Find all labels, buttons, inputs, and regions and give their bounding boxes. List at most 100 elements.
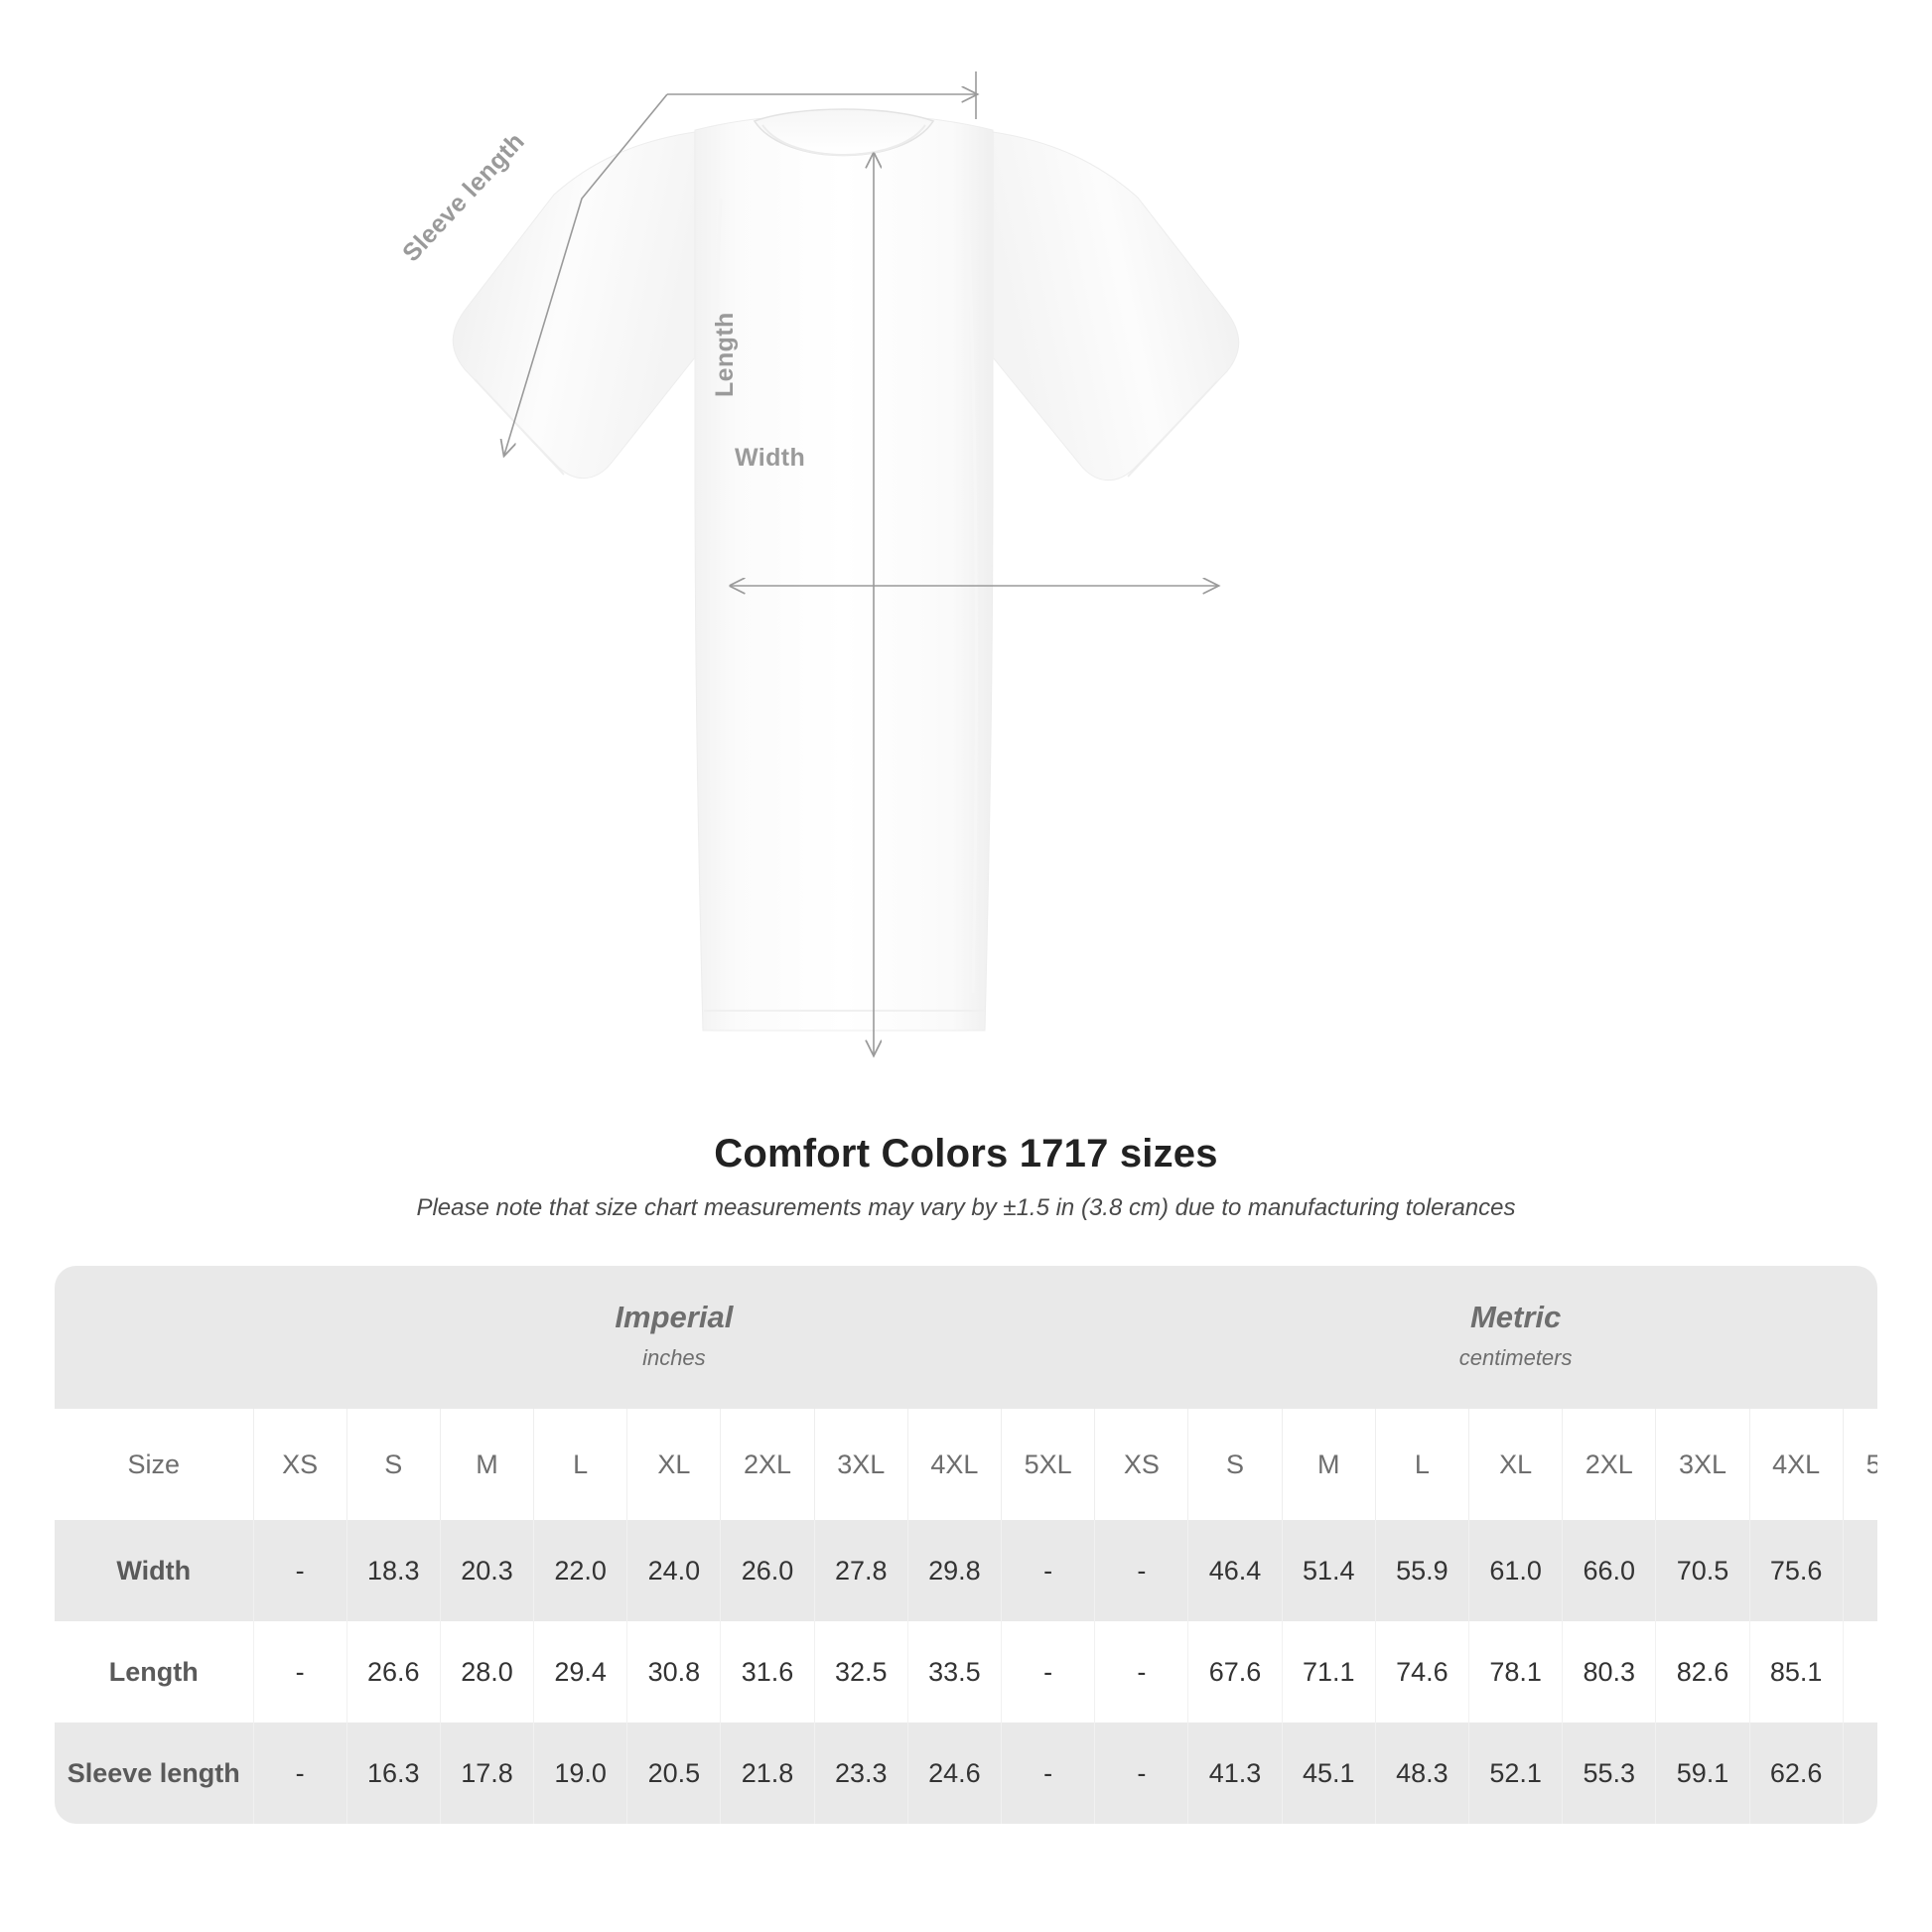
cell-sleeve-length-imperial-xl: 20.5 bbox=[626, 1723, 721, 1824]
cell-width-metric-3xl: 70.5 bbox=[1655, 1520, 1750, 1621]
sleeve-length-line bbox=[504, 93, 668, 455]
cell-sleeve-length-imperial-5xl: - bbox=[1000, 1723, 1095, 1824]
cell-width-metric-m: 51.4 bbox=[1281, 1520, 1376, 1621]
tshirt-illustration bbox=[452, 71, 1240, 1112]
cell-width-imperial-l: 22.0 bbox=[533, 1520, 627, 1621]
cell-width-metric-5xl: - bbox=[1842, 1520, 1877, 1621]
cell-length-metric-5xl: - bbox=[1842, 1621, 1877, 1723]
right-cuff bbox=[1127, 380, 1218, 478]
size-header-imperial-xs: XS bbox=[252, 1409, 347, 1520]
cell-width-imperial-3xl: 27.8 bbox=[813, 1520, 908, 1621]
size-header-metric-l: L bbox=[1374, 1409, 1469, 1520]
cell-length-imperial-5xl: - bbox=[1000, 1621, 1095, 1723]
length-dimension-label: Length bbox=[711, 312, 739, 397]
cell-length-metric-xs: - bbox=[1094, 1621, 1188, 1723]
table-row: Sleeve length -16.3 17.8 19.0 20.5 21.8 23.3 24… bbox=[55, 1723, 1877, 1824]
unit-system-unit: centimeters bbox=[1458, 1345, 1573, 1370]
cell-width-imperial-s: 18.3 bbox=[345, 1520, 441, 1621]
cell-length-imperial-4xl: 33.5 bbox=[906, 1621, 1002, 1723]
fold-left bbox=[710, 198, 723, 994]
cell-length-imperial-l: 29.4 bbox=[533, 1621, 627, 1723]
cell-width-imperial-4xl: 29.8 bbox=[906, 1520, 1002, 1621]
size-header-imperial-s: S bbox=[345, 1409, 441, 1520]
page-title: Comfort Colors 1717 sizes bbox=[714, 1132, 1218, 1175]
right-sleeve bbox=[992, 131, 1240, 482]
size-header-row: Size XS S M L XL 2XL 3XL 4XL 5XL XS S M L XL 2XL 3XL 4XL 5… bbox=[55, 1409, 1877, 1520]
left-cuff bbox=[474, 378, 565, 476]
size-header-metric-4xl: 4XL bbox=[1748, 1409, 1844, 1520]
cell-length-imperial-xs: - bbox=[252, 1621, 347, 1723]
cell-sleeve-length-imperial-s: 16.3 bbox=[345, 1723, 441, 1824]
cell-width-metric-2xl: 66.0 bbox=[1562, 1520, 1656, 1621]
size-header-metric-3xl: 3XL bbox=[1655, 1409, 1750, 1520]
cell-width-metric-s: 46.4 bbox=[1187, 1520, 1283, 1621]
cell-width-imperial-2xl: 26.0 bbox=[720, 1520, 815, 1621]
measure-label-width: Width bbox=[55, 1520, 253, 1621]
cell-width-metric-xs: - bbox=[1094, 1520, 1188, 1621]
unit-system-header-metric: Metric centimeters bbox=[1094, 1266, 1877, 1409]
cell-length-metric-3xl: 82.6 bbox=[1655, 1621, 1750, 1723]
cell-length-imperial-xl: 30.8 bbox=[626, 1621, 721, 1723]
size-chart-table: Imperial inches Metric centimeters Size XS S M L… bbox=[55, 1266, 1877, 1824]
size-header-metric-xs: XS bbox=[1094, 1409, 1188, 1520]
measure-label-length: Length bbox=[55, 1621, 253, 1723]
size-column-label: Size bbox=[55, 1409, 253, 1520]
cell-width-imperial-5xl: - bbox=[1000, 1520, 1095, 1621]
size-header-imperial-l: L bbox=[533, 1409, 627, 1520]
size-header-metric-m: M bbox=[1281, 1409, 1376, 1520]
cell-width-imperial-m: 20.3 bbox=[439, 1520, 534, 1621]
fold-right bbox=[965, 198, 978, 994]
cell-width-imperial-xs: - bbox=[252, 1520, 347, 1621]
cell-sleeve-length-metric-s: 41.3 bbox=[1187, 1723, 1283, 1824]
cell-length-metric-m: 71.1 bbox=[1281, 1621, 1376, 1723]
unit-system-name: Metric bbox=[1469, 1300, 1562, 1334]
tolerance-note: Please note that size chart measurements… bbox=[416, 1194, 1516, 1221]
cell-sleeve-length-metric-xl: 52.1 bbox=[1467, 1723, 1563, 1824]
cell-width-imperial-xl: 24.0 bbox=[626, 1520, 721, 1621]
cell-length-imperial-s: 26.6 bbox=[345, 1621, 441, 1723]
collar-inner bbox=[761, 124, 926, 156]
size-header-imperial-5xl: 5XL bbox=[1000, 1409, 1095, 1520]
cell-width-metric-xl: 61.0 bbox=[1467, 1520, 1563, 1621]
cell-sleeve-length-imperial-3xl: 23.3 bbox=[813, 1723, 908, 1824]
measurement-lines bbox=[504, 71, 1217, 1054]
size-header-metric-xl: XL bbox=[1467, 1409, 1563, 1520]
cell-length-imperial-m: 28.0 bbox=[439, 1621, 534, 1723]
table-row: Length -26.6 28.0 29.4 30.8 31.6 32.5 33.5- -67.… bbox=[55, 1621, 1877, 1723]
cell-length-metric-l: 74.6 bbox=[1374, 1621, 1469, 1723]
garment-diagram: Sleeve length Length Width bbox=[397, 71, 1240, 1112]
tshirt-body bbox=[694, 113, 994, 1032]
cell-width-metric-4xl: 75.6 bbox=[1748, 1520, 1844, 1621]
size-header-imperial-3xl: 3XL bbox=[813, 1409, 908, 1520]
cell-length-metric-2xl: 80.3 bbox=[1562, 1621, 1656, 1723]
unit-system-band-row: Imperial inches Metric centimeters bbox=[55, 1266, 1877, 1409]
title-block: Comfort Colors 1717 sizes Please note th… bbox=[0, 1132, 1932, 1222]
cell-sleeve-length-imperial-2xl: 21.8 bbox=[720, 1723, 815, 1824]
width-dimension-label: Width bbox=[735, 444, 806, 472]
cell-sleeve-length-metric-m: 45.1 bbox=[1281, 1723, 1376, 1824]
size-header-metric-5xl: 5XL bbox=[1842, 1409, 1877, 1520]
size-header-metric-2xl: 2XL bbox=[1562, 1409, 1656, 1520]
cell-sleeve-length-metric-2xl: 55.3 bbox=[1562, 1723, 1656, 1824]
unit-system-name: Imperial bbox=[615, 1300, 734, 1334]
measure-label-sleeve-length: Sleeve length bbox=[55, 1723, 253, 1824]
cell-length-imperial-3xl: 32.5 bbox=[813, 1621, 908, 1723]
cell-sleeve-length-metric-4xl: 62.6 bbox=[1748, 1723, 1844, 1824]
cell-sleeve-length-metric-xs: - bbox=[1094, 1723, 1188, 1824]
cell-sleeve-length-imperial-l: 19.0 bbox=[533, 1723, 627, 1824]
unit-band-spacer bbox=[55, 1266, 253, 1409]
cell-sleeve-length-metric-3xl: 59.1 bbox=[1655, 1723, 1750, 1824]
size-chart-table-panel: Imperial inches Metric centimeters Size XS S M L… bbox=[55, 1266, 1877, 1824]
cell-length-metric-4xl: 85.1 bbox=[1748, 1621, 1844, 1723]
cell-sleeve-length-metric-l: 48.3 bbox=[1374, 1723, 1469, 1824]
size-header-imperial-xl: XL bbox=[626, 1409, 721, 1520]
cell-length-imperial-2xl: 31.6 bbox=[720, 1621, 815, 1723]
left-sleeve bbox=[452, 131, 696, 480]
unit-system-header-imperial: Imperial inches bbox=[253, 1266, 1095, 1409]
unit-system-unit: inches bbox=[642, 1345, 706, 1370]
cell-length-metric-s: 67.6 bbox=[1187, 1621, 1283, 1723]
cell-width-metric-l: 55.9 bbox=[1374, 1520, 1469, 1621]
table-row: Width -18.3 20.3 22.0 24.0 26.0 27.8 29.8- -46.4… bbox=[55, 1520, 1877, 1621]
cell-sleeve-length-imperial-xs: - bbox=[252, 1723, 347, 1824]
